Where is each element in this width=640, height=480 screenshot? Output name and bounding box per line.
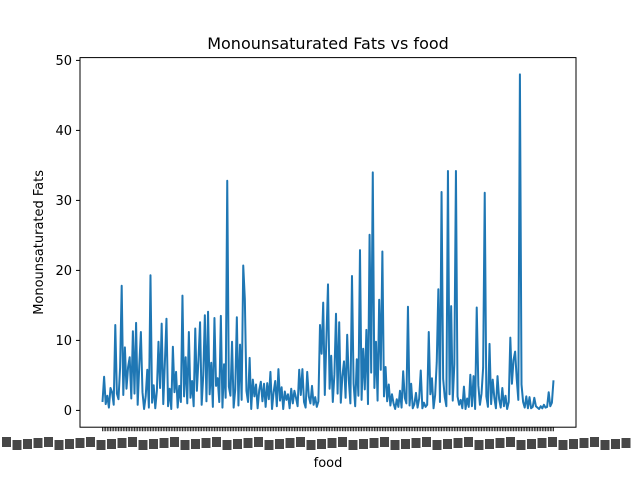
y-axis-label: Monounsaturated Fats <box>32 170 47 315</box>
y-tick-label: 50 <box>55 54 72 69</box>
x-tick-labels-overlap <box>2 437 631 450</box>
y-tick-label: 30 <box>55 194 72 209</box>
chart-title: Monounsaturated Fats vs food <box>207 34 449 53</box>
y-axis: 0 10 20 30 40 50 <box>55 54 80 419</box>
y-tick-label: 0 <box>64 404 72 419</box>
y-tick-label: 40 <box>55 124 72 139</box>
x-axis <box>2 427 631 450</box>
y-tick-label: 20 <box>55 264 72 279</box>
y-tick-label: 10 <box>55 334 72 349</box>
plot-layer <box>101 73 555 410</box>
x-axis-label: food <box>314 456 343 471</box>
series-line <box>101 73 555 410</box>
